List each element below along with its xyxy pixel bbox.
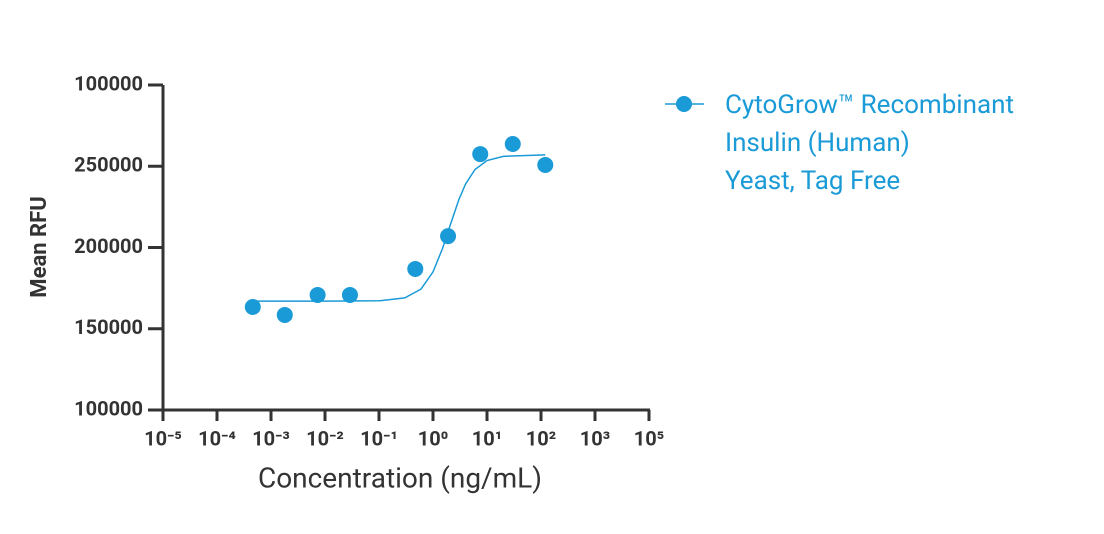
x-tick-label: 10⁰: [418, 426, 448, 450]
data-point: [440, 228, 457, 245]
data-point: [276, 306, 293, 323]
x-axis-title: Concentration (ng/mL): [258, 461, 542, 494]
fit-curve: [249, 154, 546, 302]
x-tick-label: 10⁻³: [252, 426, 290, 450]
y-axis-title: Mean RFU: [27, 196, 52, 297]
x-tick-label: 10⁻²: [306, 426, 344, 450]
x-tick-label: 10⁵: [634, 426, 664, 450]
y-tick-label: 100000: [74, 396, 143, 420]
data-point: [504, 135, 521, 152]
data-point: [407, 260, 424, 277]
y-tick-label: 100000: [74, 71, 143, 95]
x-tick-label: 10²: [526, 426, 556, 450]
y-tick-label: 250000: [74, 153, 143, 177]
y-tick-label: 200000: [74, 234, 143, 258]
data-point: [472, 146, 489, 163]
legend-marker: [676, 96, 692, 112]
data-point: [244, 298, 261, 315]
x-tick-label: 10⁻⁵: [144, 426, 182, 450]
x-tick-label: 10³: [580, 426, 610, 450]
data-point: [341, 286, 358, 303]
x-tick-label: 10⁻¹: [360, 426, 398, 450]
data-point: [537, 156, 554, 173]
legend-label: CytoGrow™ Recombinant Insulin (Human) Ye…: [725, 90, 1014, 196]
data-point: [309, 286, 326, 303]
y-tick-label: 150000: [74, 315, 143, 339]
x-tick-label: 10¹: [472, 426, 502, 450]
x-tick-label: 10⁻⁴: [198, 426, 236, 450]
